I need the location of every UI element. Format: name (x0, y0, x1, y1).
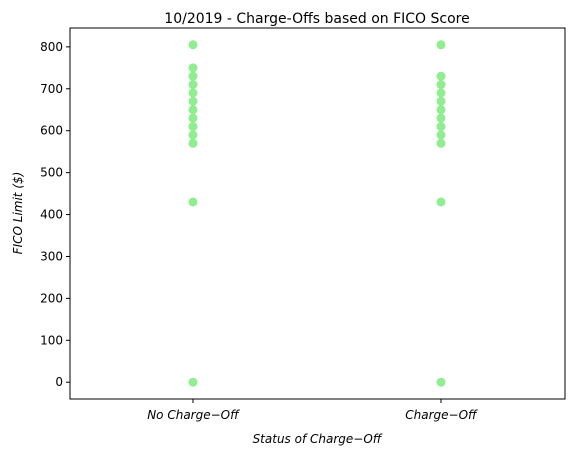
data-point (188, 96, 198, 106)
data-point (436, 130, 446, 140)
data-point (188, 63, 198, 73)
data-points (188, 40, 446, 387)
data-point (436, 197, 446, 207)
data-point (436, 377, 446, 387)
x-tick-label: Charge−Off (405, 408, 478, 422)
data-point (436, 105, 446, 115)
y-tick-label: 200 (40, 291, 63, 305)
data-point (436, 88, 446, 98)
data-point (188, 377, 198, 387)
y-axis-label: FICO Limit ($) (11, 172, 25, 255)
data-point (188, 105, 198, 115)
chart-title: 10/2019 - Charge-Offs based on FICO Scor… (164, 11, 469, 27)
data-point (188, 71, 198, 81)
data-point (436, 40, 446, 50)
y-tick-label: 100 (40, 333, 63, 347)
data-point (188, 197, 198, 207)
y-axis: 0 100 200 300 400 500 600 700 800 (40, 40, 70, 389)
y-tick-label: 600 (40, 124, 63, 138)
data-point (188, 113, 198, 123)
data-point (436, 71, 446, 81)
data-point (188, 40, 198, 50)
data-point (188, 80, 198, 90)
y-tick-label: 300 (40, 249, 63, 263)
data-point (436, 138, 446, 148)
x-axis-label: Status of Charge−Off (253, 432, 383, 446)
x-axis: No Charge−Off Charge−Off (147, 399, 478, 422)
data-point (188, 88, 198, 98)
data-point (188, 138, 198, 148)
y-tick-label: 500 (40, 166, 63, 180)
data-point (188, 130, 198, 140)
y-tick-label: 800 (40, 40, 63, 54)
data-point (436, 96, 446, 106)
y-tick-label: 0 (55, 375, 63, 389)
y-tick-label: 700 (40, 82, 63, 96)
data-point (436, 80, 446, 90)
data-point (436, 122, 446, 132)
data-point (436, 113, 446, 123)
plot-frame (69, 27, 566, 400)
y-tick-label: 400 (40, 208, 63, 222)
data-point (188, 122, 198, 132)
x-tick-label: No Charge−Off (147, 408, 240, 422)
